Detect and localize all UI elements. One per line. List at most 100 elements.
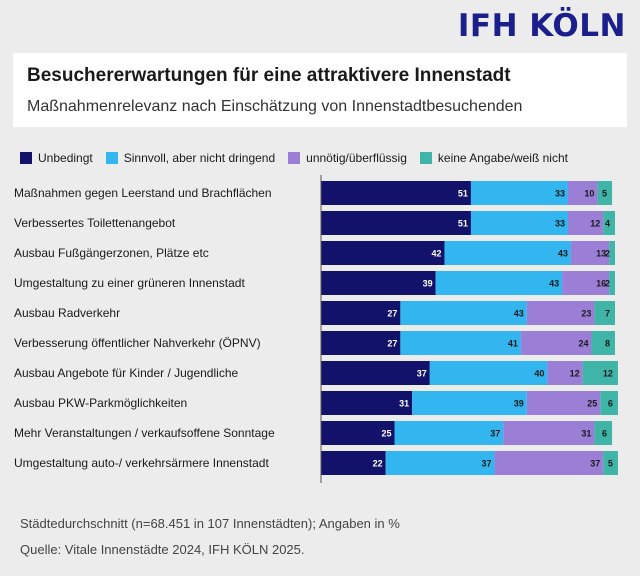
- bar-segment: [321, 451, 386, 475]
- chart-svg: Maßnahmen gegen Leerstand und Brachfläch…: [14, 175, 618, 483]
- data-label: 33: [555, 189, 565, 199]
- footnote: Städtedurchschnitt (n=68.451 in 107 Inne…: [20, 516, 400, 531]
- legend-item-1: Sinnvoll, aber nicht dringend: [105, 151, 276, 165]
- data-label: 6: [602, 429, 607, 439]
- legend-item-2: unnötig/überflüssig: [288, 151, 407, 165]
- category-label: Ausbau Angebote für Kinder / Jugendliche: [14, 366, 238, 380]
- bar-segment: [321, 271, 436, 295]
- legend-item-3: keine Angabe/weiß nicht: [419, 151, 568, 165]
- bar-segment: [594, 301, 615, 325]
- legend-item-0: Unbedingt: [20, 151, 93, 165]
- category-label: Umgestaltung auto-/ verkehrsärmere Innen…: [14, 456, 269, 470]
- data-label: 39: [423, 279, 433, 289]
- bar-segment: [562, 271, 610, 295]
- ifh-koeln-logo: IFH KÖLN: [457, 8, 626, 44]
- data-label: 33: [555, 219, 565, 229]
- chart-legend: Unbedingt Sinnvoll, aber nicht dringend un…: [20, 150, 581, 166]
- data-label: 37: [490, 429, 500, 439]
- bar-segment: [597, 181, 613, 205]
- data-label: 43: [558, 249, 568, 259]
- legend-swatch: [419, 152, 432, 164]
- bar-segment: [547, 361, 583, 385]
- data-label: 2: [605, 279, 610, 289]
- bar-segment: [494, 451, 604, 475]
- bar-segment: [444, 241, 571, 265]
- category-label: Ausbau Fußgängerzonen, Plätze etc: [14, 246, 209, 260]
- data-label: 31: [581, 429, 591, 439]
- bar-segment: [394, 421, 504, 445]
- category-label: Ausbau PKW-Parkmöglichkeiten: [14, 396, 187, 410]
- data-label: 25: [381, 429, 391, 439]
- legend-label: keine Angabe/weiß nicht: [437, 151, 568, 165]
- data-label: 43: [549, 279, 559, 289]
- data-label: 5: [608, 459, 613, 469]
- bar-segment: [470, 211, 568, 235]
- data-label: 51: [458, 219, 468, 229]
- bar-segment: [609, 271, 615, 295]
- category-label: Verbessertes Toilettenangebot: [14, 216, 176, 230]
- data-label: 7: [605, 309, 610, 319]
- bar-segment: [567, 211, 604, 235]
- data-label: 8: [605, 339, 610, 349]
- data-label: 6: [608, 399, 613, 409]
- data-label: 31: [399, 399, 409, 409]
- chart-subtitle: Maßnahmenrelevanz nach Einschätzung von …: [27, 98, 523, 115]
- legend-swatch: [105, 152, 118, 164]
- legend-label: Unbedingt: [38, 151, 93, 165]
- bar-segment: [603, 451, 618, 475]
- title-box: Besuchererwartungen für eine attraktiver…: [13, 53, 627, 127]
- data-label: 2: [605, 249, 610, 259]
- bar-segment: [400, 301, 527, 325]
- bar-segment: [321, 361, 430, 385]
- data-label: 25: [587, 399, 597, 409]
- bar-segment: [321, 331, 401, 355]
- bar-segment: [591, 331, 615, 355]
- bar-segment: [321, 241, 445, 265]
- bar-segment: [567, 181, 598, 205]
- bar-segment: [526, 301, 595, 325]
- bar-segment: [594, 421, 613, 445]
- legend-label: unnötig/überflüssig: [306, 151, 407, 165]
- data-label: 37: [590, 459, 600, 469]
- data-label: 16: [596, 279, 606, 289]
- data-label: 4: [605, 219, 610, 229]
- bar-segment: [570, 241, 610, 265]
- bar-segment: [520, 331, 592, 355]
- bar-segment: [429, 361, 548, 385]
- bar-segment: [321, 181, 471, 205]
- legend-swatch: [288, 152, 301, 164]
- data-label: 12: [590, 219, 600, 229]
- bar-segment: [321, 211, 471, 235]
- data-label: 37: [417, 369, 427, 379]
- category-label: Mehr Veranstaltungen / verkaufsoffene So…: [14, 426, 275, 440]
- bar-segment: [412, 391, 527, 415]
- data-label: 22: [373, 459, 383, 469]
- data-label: 51: [458, 189, 468, 199]
- bar-segment: [321, 391, 413, 415]
- bar-segment: [435, 271, 563, 295]
- bar-segment: [600, 391, 618, 415]
- data-label: 27: [387, 309, 397, 319]
- stacked-bar-chart: Maßnahmen gegen Leerstand und Brachfläch…: [0, 175, 640, 495]
- data-label: 42: [431, 249, 441, 259]
- bar-segment: [321, 421, 395, 445]
- chart-title: Besuchererwartungen für eine attraktiver…: [27, 65, 511, 86]
- legend-swatch: [20, 152, 32, 164]
- data-label: 13: [596, 249, 606, 259]
- data-label: 39: [514, 399, 524, 409]
- category-label: Ausbau Radverkehr: [14, 306, 120, 320]
- data-label: 23: [581, 309, 591, 319]
- data-label: 24: [578, 339, 588, 349]
- data-label: 12: [603, 369, 613, 379]
- legend-label: Sinnvoll, aber nicht dringend: [123, 151, 276, 165]
- data-label: 12: [570, 369, 580, 379]
- category-label: Verbesserung öffentlicher Nahverkehr (ÖP…: [14, 336, 261, 350]
- data-label: 5: [602, 189, 607, 199]
- source-note: Quelle: Vitale Innenstädte 2024, IFH KÖL…: [20, 542, 305, 557]
- bar-segment: [526, 391, 601, 415]
- bar-segment: [582, 361, 618, 385]
- bar-segment: [503, 421, 595, 445]
- category-label: Umgestaltung zu einer grüneren Innenstad…: [14, 276, 245, 290]
- data-label: 10: [584, 189, 594, 199]
- bar-segment: [470, 181, 568, 205]
